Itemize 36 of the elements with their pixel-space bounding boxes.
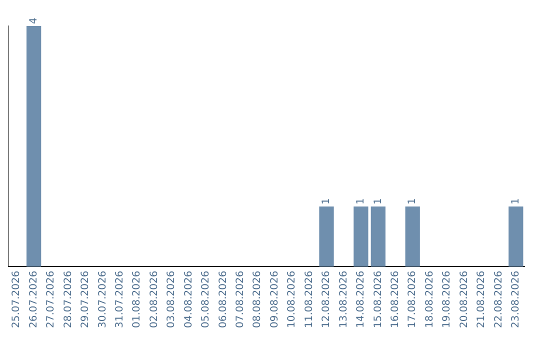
x-tick-label: 20.08.2026	[458, 270, 470, 328]
x-tick-label: 05.08.2026	[200, 270, 212, 328]
data-label: 4	[28, 18, 40, 24]
x-tick-label: 15.08.2026	[372, 270, 384, 328]
x-tick-label: 23.08.2026	[510, 270, 522, 328]
data-label: 1	[510, 198, 522, 205]
x-tick-label: 11.08.2026	[304, 270, 315, 328]
data-label: 1	[356, 198, 367, 205]
x-tick-label: 19.08.2026	[442, 270, 453, 328]
x-tick-label: 22.08.2026	[493, 270, 504, 328]
x-tick-label: 21.08.2026	[476, 270, 488, 328]
x-tick-label: 29.07.2026	[80, 270, 92, 328]
x-tick-label: 16.08.2026	[390, 270, 401, 328]
data-label: 1	[407, 198, 418, 205]
x-tick-label: 31.07.2026	[114, 270, 126, 328]
x-tick-label: 17.08.2026	[407, 270, 418, 328]
x-tick-label: 04.08.2026	[183, 270, 194, 328]
x-tick-label: 14.08.2026	[356, 270, 367, 328]
x-tick-label: 02.08.2026	[148, 270, 160, 328]
x-tick-label: 27.07.2026	[46, 270, 57, 328]
x-tick-label: 28.07.2026	[62, 270, 74, 328]
data-label: 1	[372, 198, 384, 205]
x-tick-label: 06.08.2026	[218, 270, 229, 328]
x-tick-label: 25.07.2026	[11, 270, 22, 328]
x-tick-label: 07.08.2026	[235, 270, 246, 328]
x-tick-label: 30.07.2026	[97, 270, 108, 328]
x-tick-label: 12.08.2026	[321, 270, 332, 328]
x-tick-label: 10.08.2026	[286, 270, 298, 328]
x-tick-label: 18.08.2026	[424, 270, 436, 328]
x-tick-label: 13.08.2026	[338, 270, 350, 328]
x-tick-label: 03.08.2026	[166, 270, 178, 328]
x-tick-label: 08.08.2026	[252, 270, 264, 328]
x-tick-label: 09.08.2026	[269, 270, 280, 328]
x-tick-label: 01.08.2026	[132, 270, 143, 328]
data-label: 1	[321, 198, 332, 205]
x-tick-label: 26.07.2026	[28, 270, 40, 328]
